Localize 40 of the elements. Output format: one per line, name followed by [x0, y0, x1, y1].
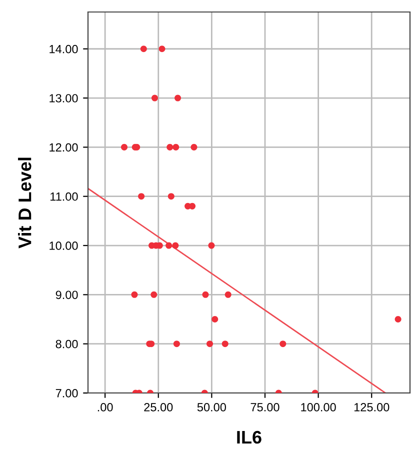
- y-tick-label: 10.00: [50, 242, 78, 250]
- x-axis-title: IL6: [237, 430, 262, 444]
- point: [189, 202, 196, 210]
- point: [173, 340, 180, 348]
- y-tick-label: 7.00: [56, 389, 78, 398]
- x-tick-label: 50.00: [197, 403, 226, 412]
- point: [138, 193, 145, 200]
- point: [158, 46, 166, 52]
- point: [166, 144, 174, 150]
- x-tick-label: 100.00: [301, 403, 336, 412]
- point: [166, 242, 172, 249]
- point: [120, 144, 128, 150]
- point: [224, 291, 232, 298]
- x-tick-label: 125.00: [354, 403, 390, 412]
- point: [208, 242, 215, 249]
- y-tick-label: 13.00: [50, 94, 78, 102]
- y-tick-label: 14.00: [50, 44, 78, 54]
- point: [131, 291, 138, 298]
- point: [172, 144, 180, 150]
- x-tick-label: .00: [98, 403, 113, 412]
- y-axis-title: Vit D Level: [18, 158, 32, 248]
- point: [394, 316, 402, 323]
- point: [222, 340, 228, 348]
- point: [206, 340, 214, 348]
- y-tick-label: 8.00: [56, 340, 78, 348]
- point: [212, 316, 218, 323]
- point: [140, 46, 147, 52]
- x-tick-label: 75.00: [250, 403, 280, 412]
- point: [190, 144, 198, 150]
- y-tick-label: 11.00: [50, 192, 78, 201]
- point: [150, 291, 158, 298]
- point: [168, 193, 174, 200]
- y-tick-label: 9.00: [56, 290, 78, 300]
- point: [174, 94, 182, 102]
- point: [151, 94, 158, 102]
- point: [172, 242, 179, 249]
- y-tick-label: 12.00: [50, 143, 78, 152]
- x-tick-label: 25.00: [144, 403, 173, 412]
- point: [280, 340, 286, 348]
- point: [202, 291, 209, 298]
